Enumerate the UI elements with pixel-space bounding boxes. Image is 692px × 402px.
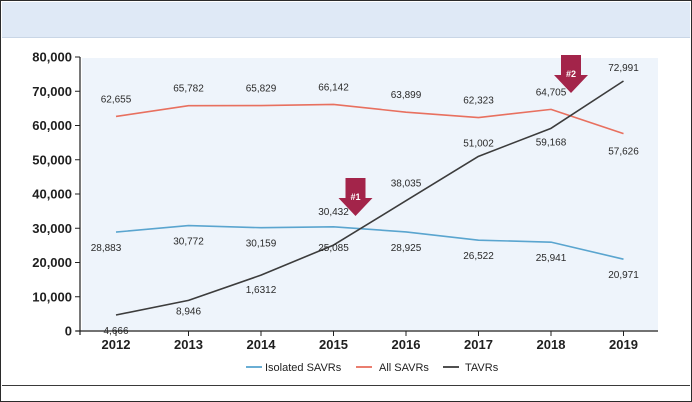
legend-label-all-savrs: All SAVRs — [379, 362, 429, 374]
isolated-savrs-data-label: 25,941 — [536, 253, 567, 264]
isolated-savrs-data-label: 30,432 — [318, 207, 349, 218]
annotation-marker-2-label: #2 — [566, 69, 576, 79]
x-tick-label: 2014 — [247, 337, 277, 352]
y-tick-label: 20,000 — [32, 255, 72, 270]
x-tick-label: 2013 — [174, 337, 203, 352]
y-tick-label: 30,000 — [32, 221, 72, 236]
tavrs-data-label: 25,085 — [318, 243, 349, 254]
tavrs-data-label: 8,946 — [176, 306, 201, 317]
tavrs-data-label: 1,6312 — [246, 285, 277, 296]
x-tick-label: 2015 — [319, 337, 348, 352]
header-divider — [2, 37, 690, 38]
isolated-savrs-data-label: 20,971 — [608, 270, 639, 281]
legend-label-tavrs: TAVRs — [465, 362, 499, 374]
all-savrs-data-label: 65,782 — [173, 84, 204, 95]
y-tick-label: 70,000 — [32, 84, 72, 99]
isolated-savrs-data-label: 30,772 — [173, 237, 204, 248]
tavrs-line — [115, 80, 624, 316]
x-tick-label: 2012 — [102, 337, 131, 352]
tavrs-data-label: 51,002 — [463, 138, 494, 149]
y-tick-label: 80,000 — [32, 50, 72, 65]
y-tick-label: 60,000 — [32, 118, 72, 133]
y-tick-label: 50,000 — [32, 152, 72, 167]
x-tick-label: 2017 — [464, 337, 493, 352]
tavrs-data-label: 38,035 — [391, 179, 422, 190]
x-tick-label: 2016 — [392, 337, 421, 352]
y-tick-label: 40,000 — [32, 187, 72, 202]
y-tick-label: 10,000 — [32, 289, 72, 304]
all-savrs-data-label: 57,626 — [608, 147, 639, 158]
x-tick-label: 2018 — [537, 337, 566, 352]
annotation-marker-1-label: #1 — [350, 192, 360, 202]
x-tick-label: 2019 — [609, 337, 638, 352]
y-tick-label: 0 — [65, 324, 72, 339]
plot-background — [82, 58, 658, 330]
annotation-marker-1-arrow — [338, 178, 373, 216]
isolated-savrs-data-label: 28,883 — [91, 243, 122, 254]
isolated-savrs-data-label: 28,925 — [391, 243, 422, 254]
isolated-savrs-data-label: 26,522 — [463, 251, 494, 262]
tavrs-data-label: 72,991 — [608, 63, 639, 74]
all-savrs-data-label: 62,323 — [463, 96, 494, 107]
isolated-savrs-line — [115, 224, 624, 260]
header-band — [2, 2, 690, 37]
annotation-marker-2-arrow — [554, 55, 588, 93]
all-savrs-data-label: 62,655 — [101, 94, 132, 105]
all-savrs-line — [115, 103, 624, 135]
legend-label-isolated-savrs: Isolated SAVRs — [265, 362, 342, 374]
footer-divider — [2, 385, 690, 386]
all-savrs-data-label: 64,705 — [536, 87, 567, 98]
tavrs-data-label: 4,666 — [103, 326, 128, 337]
all-savrs-data-label: 66,142 — [318, 82, 349, 93]
isolated-savrs-data-label: 30,159 — [246, 239, 277, 250]
all-savrs-data-label: 65,829 — [246, 84, 277, 95]
tavrs-data-label: 59,168 — [536, 137, 567, 148]
all-savrs-data-label: 63,899 — [391, 90, 422, 101]
